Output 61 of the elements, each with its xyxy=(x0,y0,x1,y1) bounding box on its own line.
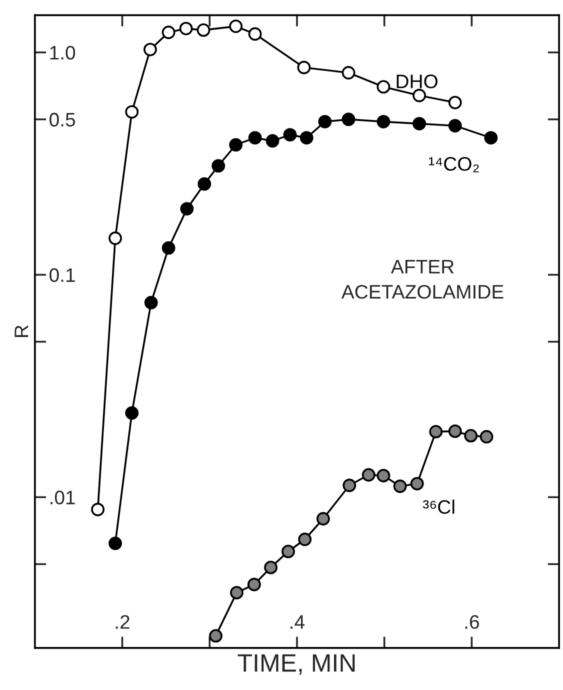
point xyxy=(376,114,390,128)
point xyxy=(230,586,244,600)
point xyxy=(282,544,295,558)
point xyxy=(342,112,356,126)
point xyxy=(248,131,262,145)
point xyxy=(91,502,105,516)
point xyxy=(144,42,157,56)
x-axis-title: TIME, MIN xyxy=(238,654,355,675)
point xyxy=(108,536,122,550)
point xyxy=(342,478,356,492)
point xyxy=(376,468,390,482)
point xyxy=(125,406,139,420)
point xyxy=(448,424,462,438)
point xyxy=(108,232,122,245)
point xyxy=(448,96,462,110)
point xyxy=(229,20,243,34)
y-axis-title: R xyxy=(14,325,28,337)
series-label: ¹⁴CO₂ xyxy=(429,157,479,172)
point xyxy=(362,468,376,482)
point xyxy=(180,202,194,216)
annotation: AFTER ACETAZOLAMIDE xyxy=(341,260,504,299)
y-tick-label: 0.5 xyxy=(50,112,76,127)
point xyxy=(196,23,210,37)
point xyxy=(264,560,278,574)
point xyxy=(179,22,193,36)
point xyxy=(266,134,280,148)
y-tick-label: .01 xyxy=(50,490,75,504)
point xyxy=(209,629,222,643)
point xyxy=(393,480,407,493)
x-tick-label: .6 xyxy=(465,615,479,629)
point xyxy=(212,159,226,173)
point xyxy=(162,26,176,40)
point xyxy=(162,241,176,255)
point xyxy=(297,60,311,74)
point xyxy=(144,296,158,310)
point xyxy=(412,88,426,102)
point xyxy=(198,177,212,191)
point xyxy=(229,138,243,152)
point xyxy=(247,578,261,592)
y-tick-label: 0.1 xyxy=(50,268,75,282)
point xyxy=(342,66,356,80)
series-label: ³⁶Cl xyxy=(422,500,454,514)
series-label: DHO xyxy=(396,74,438,88)
point xyxy=(283,128,297,142)
point xyxy=(412,116,426,130)
point xyxy=(429,424,443,438)
point xyxy=(248,27,262,41)
point xyxy=(464,428,478,442)
x-tick-label: .2 xyxy=(116,615,130,629)
y-tick-label: 1.0 xyxy=(50,46,76,60)
point xyxy=(125,105,139,119)
point xyxy=(376,80,390,94)
x-tick-label: .4 xyxy=(290,615,305,629)
point xyxy=(298,532,312,546)
point xyxy=(480,430,494,444)
point xyxy=(300,131,314,145)
point xyxy=(448,119,462,132)
point xyxy=(316,512,330,526)
point xyxy=(410,476,424,490)
point xyxy=(318,114,332,128)
point xyxy=(484,131,498,145)
